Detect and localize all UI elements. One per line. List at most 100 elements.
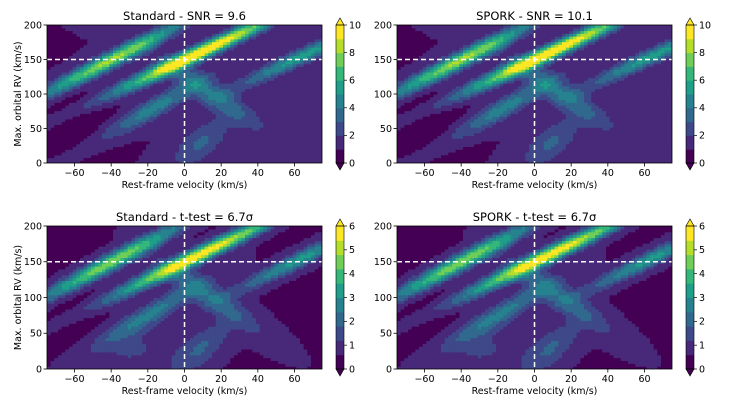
heatmap-cell	[226, 107, 231, 112]
heatmap-cell	[197, 157, 202, 161]
heatmap-cell	[131, 107, 136, 112]
heatmap-cell	[127, 113, 132, 117]
heatmap-cell	[146, 91, 151, 95]
heatmap-cell	[278, 91, 283, 95]
heatmap-cell	[83, 63, 88, 67]
heatmap-cell	[241, 63, 246, 67]
heatmap-cell	[105, 41, 110, 45]
heatmap-cell	[80, 25, 85, 29]
heatmap-cell	[109, 41, 114, 45]
heatmap-cell	[50, 157, 55, 161]
heatmap-cell	[278, 60, 283, 65]
heatmap-cell	[455, 110, 460, 114]
heatmap-cell	[72, 91, 77, 95]
heatmap-cell	[289, 52, 294, 56]
heatmap-cell	[481, 127, 486, 131]
heatmap-cell	[241, 132, 246, 136]
heatmap-cell	[212, 105, 217, 109]
heatmap-cell	[466, 149, 471, 153]
heatmap-cell	[259, 107, 264, 112]
heatmap-cell	[311, 146, 316, 150]
heatmap-cell	[186, 88, 191, 92]
heatmap-cell	[307, 69, 312, 73]
heatmap-cell	[307, 49, 312, 54]
heatmap-cell	[61, 157, 66, 161]
heatmap-cell	[190, 82, 195, 87]
heatmap-cell	[477, 49, 482, 54]
heatmap-cell	[303, 55, 308, 59]
heatmap-cell	[307, 66, 312, 70]
heatmap-cell	[58, 105, 63, 109]
heatmap-cell	[190, 143, 195, 148]
heatmap-cell	[226, 94, 231, 98]
heatmap-cell	[263, 151, 268, 156]
heatmap-cell	[193, 160, 198, 163]
heatmap-cell	[212, 58, 217, 62]
heatmap-cell	[61, 80, 66, 84]
heatmap-cell	[105, 99, 110, 103]
x-tick-label: −40	[101, 168, 121, 179]
heatmap-cell	[190, 63, 195, 67]
heatmap-cell	[186, 58, 191, 62]
heatmap-cell	[168, 160, 173, 163]
heatmap-cell	[204, 38, 209, 43]
heatmap-cell	[87, 85, 92, 90]
heatmap-cell	[201, 132, 206, 136]
heatmap-cell	[193, 38, 198, 43]
heatmap-cell	[72, 138, 77, 142]
heatmap-cell	[54, 88, 59, 92]
heatmap-cell	[237, 110, 242, 114]
heatmap-cell	[285, 30, 290, 34]
heatmap-cell	[245, 36, 250, 40]
heatmap-cell	[208, 33, 213, 37]
heatmap-cell	[411, 149, 416, 153]
heatmap-cell	[252, 160, 257, 163]
heatmap-cell	[419, 30, 424, 34]
heatmap-cell	[131, 41, 136, 45]
heatmap-cell	[201, 44, 206, 48]
heatmap-cell	[98, 44, 103, 48]
heatmap-cell	[146, 58, 151, 62]
heatmap-cell	[300, 49, 305, 54]
heatmap-cell	[430, 124, 435, 128]
heatmap-cell	[470, 33, 475, 37]
heatmap-cell	[61, 102, 66, 106]
heatmap-cell	[441, 38, 446, 43]
heatmap-cell	[201, 49, 206, 54]
heatmap-cell	[285, 113, 290, 117]
heatmap-cell	[94, 96, 99, 101]
heatmap-cell	[65, 49, 70, 54]
heatmap-cell	[61, 41, 66, 45]
heatmap-cell	[448, 44, 453, 48]
heatmap-cell	[444, 80, 449, 84]
heatmap-cell	[142, 138, 147, 142]
heatmap-cell	[300, 146, 305, 150]
heatmap-cell	[105, 44, 110, 48]
heatmap-cell	[83, 154, 88, 159]
heatmap-cell	[124, 63, 129, 67]
heatmap-cell	[175, 146, 180, 150]
heatmap-cell	[400, 74, 405, 79]
heatmap-cell	[179, 41, 184, 45]
heatmap-cell	[474, 124, 479, 128]
heatmap-cell	[426, 143, 431, 148]
heatmap-cell	[98, 99, 103, 103]
heatmap-cell	[149, 85, 154, 90]
heatmap-cell	[138, 140, 143, 145]
heatmap-cell	[219, 116, 224, 120]
heatmap-cell	[146, 60, 151, 65]
heatmap-cell	[477, 66, 482, 70]
heatmap-cell	[190, 116, 195, 120]
heatmap-cell	[223, 94, 228, 98]
heatmap-cell	[142, 132, 147, 136]
heatmap-cell	[248, 157, 253, 161]
heatmap-cell	[466, 160, 471, 163]
heatmap-cell	[404, 85, 409, 90]
heatmap-cell	[223, 47, 228, 51]
heatmap-cell	[234, 160, 239, 163]
heatmap-cell	[135, 69, 140, 73]
heatmap-cell	[116, 151, 121, 156]
heatmap-cell	[50, 33, 55, 37]
heatmap-cell	[296, 110, 301, 114]
heatmap-cell	[175, 91, 180, 95]
